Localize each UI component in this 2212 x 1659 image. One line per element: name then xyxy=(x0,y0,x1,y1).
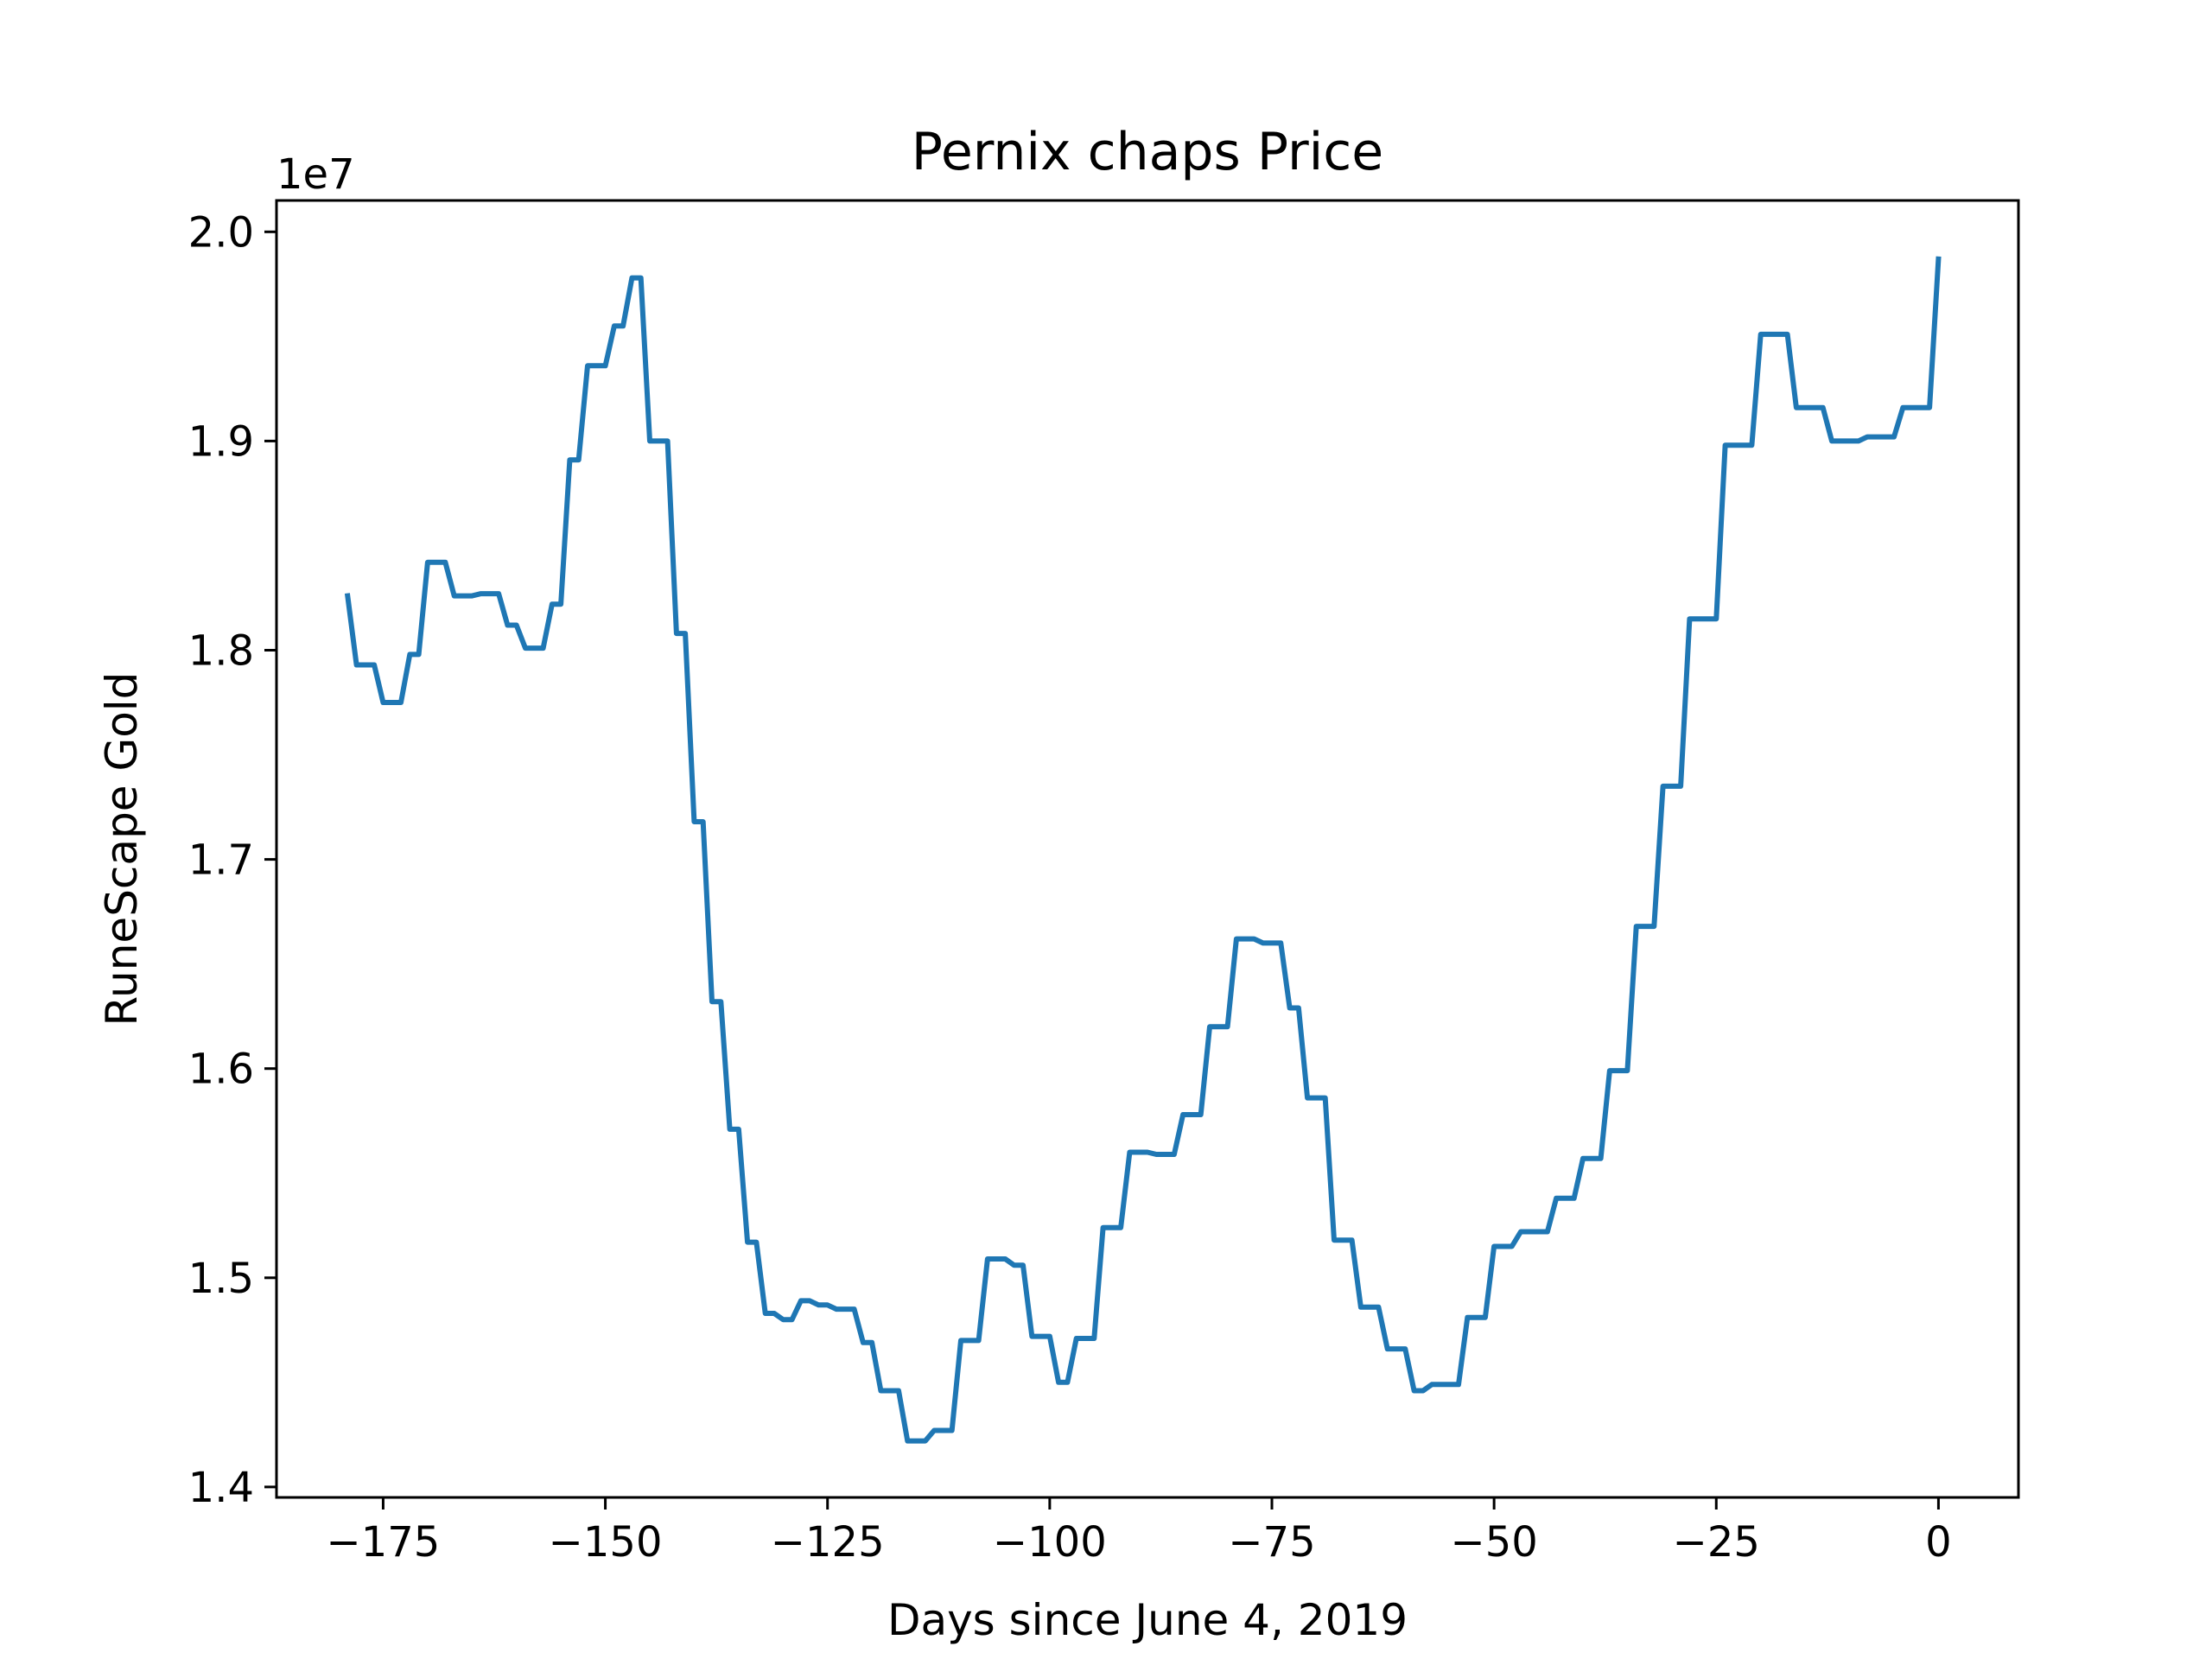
y-axis-offset-label: 1e7 xyxy=(276,150,355,199)
chart-title: Pernix chaps Price xyxy=(912,122,1383,182)
y-tick-label: 1.4 xyxy=(188,1464,254,1512)
plot-area xyxy=(344,256,1942,1444)
x-tick-label: −25 xyxy=(1673,1518,1760,1567)
axes-frame xyxy=(275,199,2020,1499)
x-tick-label: −100 xyxy=(993,1518,1107,1567)
y-axis: 1.4 1.5 1.6 1.7 1.8 1.9 2.0 xyxy=(188,208,276,1512)
x-tick-label: −150 xyxy=(549,1518,663,1567)
x-axis-label: Days since June 4, 2019 xyxy=(887,1595,1408,1645)
x-tick-label: −50 xyxy=(1450,1518,1537,1567)
y-tick-label: 1.9 xyxy=(188,417,254,466)
x-tick-label: −175 xyxy=(327,1518,441,1567)
y-tick-label: 1.8 xyxy=(188,627,254,676)
y-tick-label: 1.6 xyxy=(188,1046,254,1094)
y-tick-label: 2.0 xyxy=(188,208,254,257)
x-axis: −175 −150 −125 −100 −75 −50 −25 0 xyxy=(327,1497,1952,1567)
y-axis-label: RuneScape Gold xyxy=(97,672,147,1027)
x-tick-label: −75 xyxy=(1228,1518,1315,1567)
series-line xyxy=(344,256,1942,1444)
y-tick-label: 1.5 xyxy=(188,1255,254,1303)
x-tick-label: −125 xyxy=(771,1518,885,1567)
y-tick-label: 1.7 xyxy=(188,836,254,885)
x-tick-label: 0 xyxy=(1925,1518,1952,1567)
